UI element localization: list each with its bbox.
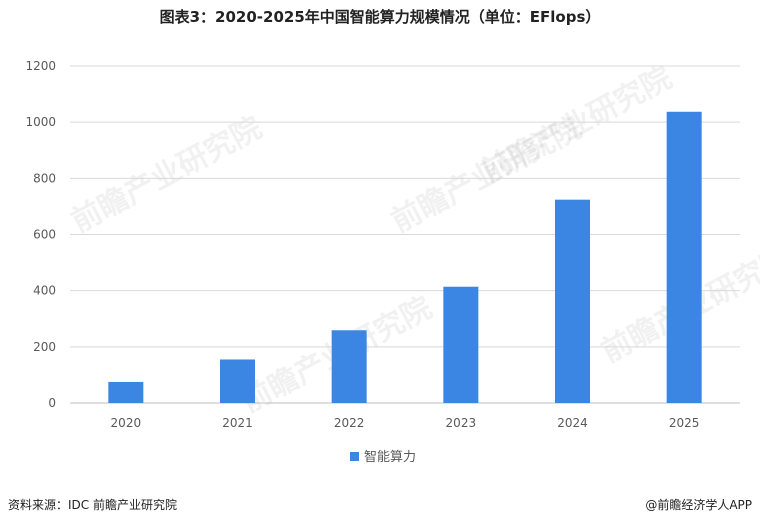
legend-swatch (350, 452, 359, 461)
y-tick-label: 1200 (25, 59, 56, 73)
y-tick-label: 200 (33, 340, 56, 354)
bar-2021 (220, 359, 255, 403)
y-tick-label: 600 (33, 228, 56, 242)
y-tick-label: 400 (33, 284, 56, 298)
y-tick-label: 0 (48, 396, 56, 410)
bar-2025 (666, 111, 702, 404)
bar-2022 (331, 330, 367, 403)
x-tick-label: 2025 (669, 416, 700, 430)
bar-2024 (555, 199, 590, 403)
chart-title: 图表3：2020-2025年中国智能算力规模情况（单位：EFlops） (159, 8, 601, 26)
y-axis-ticks: 0 200 400 600 800 1000 1200 (25, 59, 56, 410)
x-tick-label: 2023 (446, 416, 477, 430)
bar-2023 (443, 286, 479, 403)
x-tick-label: 2020 (111, 416, 142, 430)
y-tick-label: 1000 (25, 115, 56, 129)
bar-series (108, 111, 702, 404)
source-note: 资料来源：IDC 前瞻产业研究院 (8, 498, 177, 512)
y-tick-label: 800 (33, 171, 56, 185)
grid-lines (70, 65, 740, 404)
legend: 智能算力 (350, 450, 416, 465)
x-tick-label: 2021 (222, 416, 253, 430)
brand-label: @前瞻经济学人APP (645, 498, 752, 512)
x-axis-ticks: 2020 2021 2022 2023 2024 2025 (111, 416, 700, 430)
bar-2020 (108, 381, 144, 403)
x-tick-label: 2022 (334, 416, 365, 430)
legend-label: 智能算力 (364, 450, 416, 465)
x-tick-label: 2024 (557, 416, 588, 430)
